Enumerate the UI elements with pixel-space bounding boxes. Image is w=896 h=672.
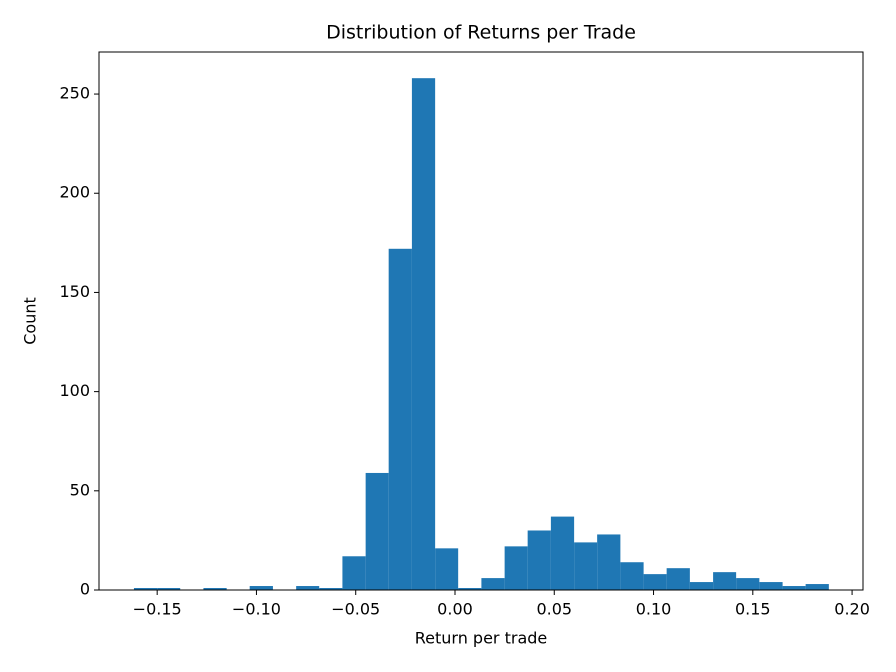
bar: [782, 586, 806, 590]
y-axis-label: Count: [21, 297, 40, 345]
bar: [365, 472, 389, 590]
bar: [157, 588, 181, 590]
bar: [666, 568, 690, 590]
bar: [481, 578, 505, 590]
x-tick-label: 0.10: [636, 600, 672, 619]
bar: [296, 586, 320, 590]
x-tick-label: −0.15: [133, 600, 182, 619]
bar: [805, 584, 829, 590]
x-tick-label: −0.10: [232, 600, 281, 619]
bar: [620, 562, 644, 590]
x-axis-label: Return per trade: [415, 629, 548, 648]
x-tick-label: 0.20: [834, 600, 870, 619]
bar: [759, 582, 783, 590]
bar: [643, 574, 667, 590]
y-tick-label: 100: [59, 381, 90, 400]
y-tick-label: 250: [59, 84, 90, 103]
bar: [203, 588, 227, 590]
chart-title: Distribution of Returns per Trade: [326, 22, 636, 44]
bar: [342, 556, 366, 590]
bar: [388, 248, 412, 590]
x-tick-label: 0.15: [735, 600, 771, 619]
y-tick-label: 150: [59, 282, 90, 301]
y-tick-label: 200: [59, 183, 90, 202]
bar: [411, 78, 436, 590]
bar: [458, 588, 482, 590]
bar: [527, 530, 551, 590]
bar: [504, 546, 528, 590]
bar: [319, 588, 343, 590]
x-tick-label: −0.05: [331, 600, 380, 619]
bar: [550, 516, 575, 590]
x-tick-label: 0.05: [536, 600, 572, 619]
plot-frame: [98, 51, 864, 591]
bar: [713, 572, 737, 590]
bar: [133, 588, 158, 590]
y-tick-label: 0: [80, 580, 90, 599]
y-tick-label: 50: [70, 480, 90, 499]
bar: [435, 548, 459, 590]
bar: [597, 534, 621, 590]
bar: [736, 578, 760, 590]
bar: [574, 542, 598, 590]
bar: [689, 582, 714, 590]
bar: [249, 586, 273, 590]
x-tick-label: 0.00: [437, 600, 473, 619]
